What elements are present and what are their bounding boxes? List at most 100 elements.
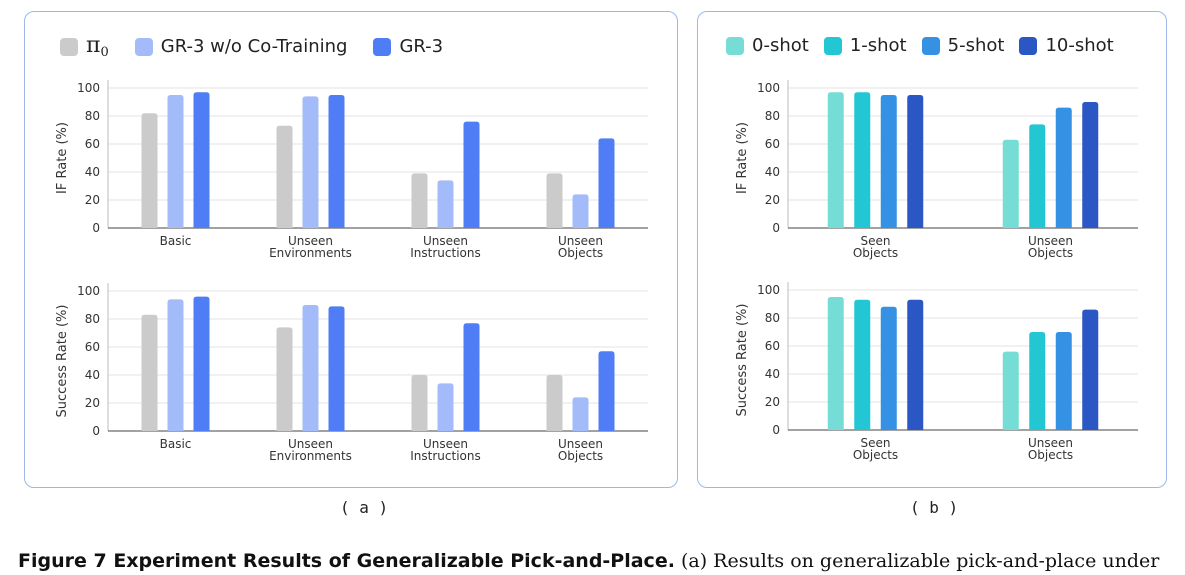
bar [411,173,428,228]
legend-swatch-gr3-wo [134,37,153,56]
y-tick-label: 100 [757,283,780,297]
x-tick-label: Unseen [558,437,603,451]
panel-b-label: ( b ) [910,498,959,517]
y-tick-label: 100 [77,284,100,298]
bar [907,299,924,430]
x-tick-label: Instructions [410,246,480,260]
bar [1055,332,1072,430]
x-tick-label: Environments [269,449,352,463]
bar [1055,107,1072,228]
bar [1029,124,1046,228]
legend-item-gr3-wo: GR-3 w/o Co-Training [134,36,348,57]
legend-label-gr3: GR-3 [399,36,444,57]
x-tick-label: Unseen [423,437,468,451]
bar [1029,332,1046,430]
bar [546,173,563,228]
legend-item-5-shot: 5-shot [921,35,1005,56]
bar [827,92,844,228]
x-tick-label: Objects [558,246,603,260]
y-axis-label: IF Rate (%) [55,122,70,194]
bar [1002,351,1019,430]
legend-label-pi0: π0 [86,33,109,60]
legend-label-1-shot: 1-shot [849,35,907,56]
x-tick-label: Unseen [288,234,333,248]
y-tick-label: 60 [85,340,100,354]
legend-item-10-shot: 10-shot [1019,35,1114,56]
x-tick-label: Unseen [288,437,333,451]
y-tick-label: 100 [757,81,780,95]
bar [328,95,345,228]
bar [302,305,319,431]
x-tick-label: Objects [1028,246,1073,260]
y-tick-label: 0 [92,221,100,235]
y-tick-label: 60 [765,137,780,151]
panel-a-label: ( a ) [340,498,389,517]
x-tick-label: Basic [160,437,192,451]
figure-caption: Figure 7 Experiment Results of Generaliz… [18,548,1159,572]
bar [328,306,345,431]
bar [276,327,293,431]
y-tick-label: 40 [765,165,780,179]
x-tick-label: Instructions [410,449,480,463]
bar [463,323,480,431]
figure-caption-text: (a) Results on generalizable pick-and-pl… [674,550,1160,572]
bar [880,306,897,430]
bar [1082,309,1099,430]
y-tick-label: 0 [772,221,780,235]
bar [827,297,844,430]
bar [572,397,589,431]
y-tick-label: 20 [85,193,100,207]
bar [167,299,184,431]
legend-a: π0 GR-3 w/o Co-Training GR-3 [60,33,469,60]
bar [193,92,210,228]
bar [854,92,871,228]
y-tick-label: 80 [85,109,100,123]
bar [193,296,210,431]
bar [598,351,615,431]
legend-label-10-shot: 10-shot [1045,35,1114,56]
legend-swatch-10-shot [1019,36,1038,55]
legend-swatch-gr3 [373,37,392,56]
legend-swatch-5-shot [921,36,940,55]
y-tick-label: 0 [772,423,780,437]
x-tick-label: Seen [861,234,891,248]
bar [276,125,293,228]
legend-label-gr3-wo: GR-3 w/o Co-Training [160,36,348,57]
bar [854,299,871,430]
legend-item-1-shot: 1-shot [823,35,907,56]
legend-swatch-1-shot [823,36,842,55]
x-tick-label: Objects [853,448,898,462]
figure-caption-title: Figure 7 Experiment Results of Generaliz… [18,550,675,572]
legend-swatch-pi0 [60,37,78,56]
bar [880,95,897,228]
legend-item-gr3: GR-3 [373,36,443,57]
x-tick-label: Unseen [558,234,603,248]
bar [141,113,158,228]
panel-a [24,11,678,488]
y-tick-label: 0 [92,424,100,438]
y-tick-label: 80 [765,311,780,325]
x-tick-label: Unseen [1028,436,1073,450]
x-tick-label: Objects [853,246,898,260]
legend-b: 0-shot 1-shot 5-shot 10-shot [726,35,1114,56]
y-tick-label: 20 [85,396,100,410]
y-tick-label: 80 [85,312,100,326]
bar [1082,102,1099,228]
legend-swatch-0-shot [726,36,744,55]
bar [572,194,589,228]
bar [907,95,924,228]
x-tick-label: Basic [160,234,192,248]
y-tick-label: 20 [765,193,780,207]
bar [437,180,454,228]
bar [546,375,563,431]
y-tick-label: 80 [765,109,780,123]
legend-label-5-shot: 5-shot [947,35,1005,56]
bar [302,96,319,229]
x-tick-label: Environments [269,246,352,260]
y-tick-label: 100 [77,81,100,95]
y-axis-label: Success Rate (%) [735,304,750,417]
